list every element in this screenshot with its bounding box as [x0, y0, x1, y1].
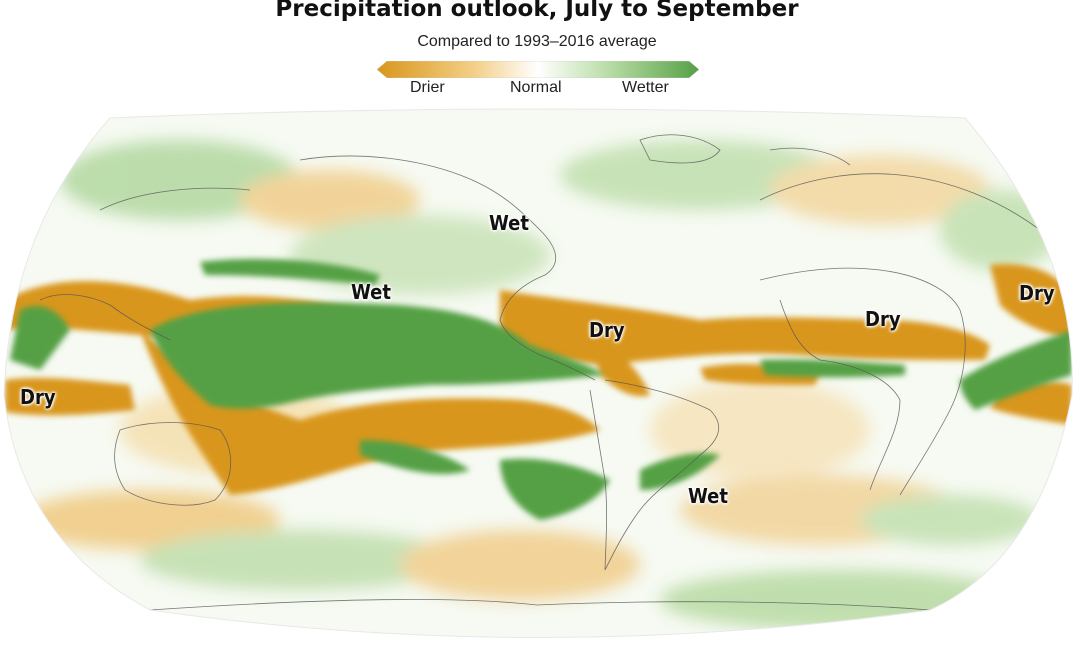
label-dry-caribbean: Dry — [589, 318, 625, 342]
map-title: Precipitation outlook, July to September — [275, 0, 799, 22]
legend-label-normal: Normal — [510, 79, 562, 96]
label-wet-north-america: Wet — [489, 211, 529, 235]
label-dry-sahel: Dry — [865, 307, 901, 331]
coastlines — [39, 134, 1041, 611]
label-dry-indian-ocean: Dry — [20, 385, 56, 409]
legend-color-bar — [377, 61, 699, 78]
world-precipitation-map — [3, 108, 1073, 638]
legend-label-wetter: Wetter — [622, 79, 669, 96]
map-subtitle: Compared to 1993–2016 average — [417, 33, 657, 50]
precipitation-field — [4, 109, 1073, 638]
legend-label-drier: Drier — [410, 79, 445, 96]
label-wet-south-atlantic: Wet — [688, 484, 728, 508]
label-wet-north-pacific: Wet — [351, 280, 391, 304]
label-dry-arabian-sea: Dry — [1019, 281, 1055, 305]
